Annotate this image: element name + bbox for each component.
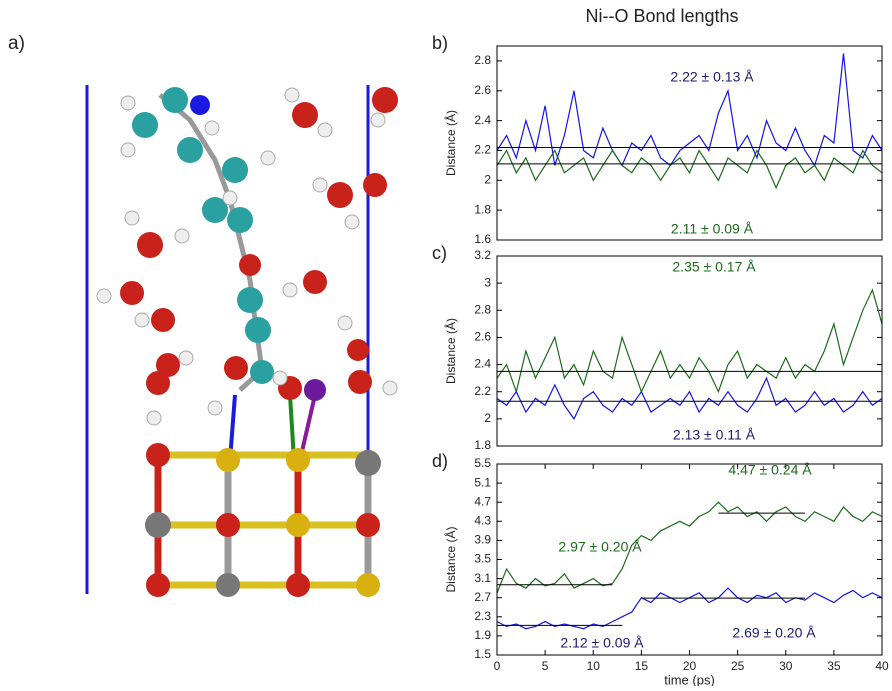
y-tick-label: 4.7	[474, 494, 491, 508]
annotation: 2.12 ± 0.09 Å	[560, 635, 644, 651]
x-tick-label: 10	[587, 659, 601, 673]
x-tick-label: 15	[635, 659, 649, 673]
x-tick-label: 25	[731, 659, 745, 673]
x-tick-label: 35	[827, 659, 841, 673]
y-tick-label: 3	[484, 275, 491, 289]
annotation: 2.11 ± 0.09 Å	[671, 221, 754, 237]
y-tick-label: 3.9	[474, 533, 491, 547]
y-tick-label: 2	[484, 172, 491, 186]
annotation: 2.97 ± 0.20 Å	[558, 539, 642, 555]
plot-frame	[496, 463, 883, 656]
x-tick-label: 40	[875, 659, 889, 673]
x-tick-label: 20	[683, 659, 697, 673]
y-tick-label: 4.3	[474, 513, 491, 527]
y-tick-label: 2.6	[474, 330, 491, 344]
annotation: 2.13 ± 0.11 Å	[673, 427, 756, 443]
y-axis-label: Distance (Å)	[443, 318, 458, 384]
y-tick-label: 2	[484, 411, 491, 425]
y-tick-label: 3.2	[474, 248, 491, 262]
x-axis-label: time (ps)	[664, 672, 715, 686]
x-tick-label: 5	[542, 659, 549, 673]
y-tick-label: 2.2	[474, 143, 491, 157]
panel-label: d)	[432, 451, 448, 471]
y-tick-label: 3.5	[474, 552, 491, 566]
y-tick-label: 2.8	[474, 302, 491, 316]
series-line	[496, 53, 883, 167]
annotation: 2.69 ± 0.20 Å	[732, 625, 816, 641]
y-tick-label: 2.4	[474, 113, 491, 127]
panel-label: a)	[8, 33, 25, 54]
y-tick-label: 5.1	[474, 475, 491, 489]
series-line	[496, 501, 883, 594]
y-axis-label: Distance (Å)	[443, 526, 458, 592]
x-tick-label: 30	[779, 659, 793, 673]
y-tick-label: 2.8	[474, 53, 491, 67]
y-tick-label: 1.6	[474, 232, 491, 246]
y-axis-label: Distance (Å)	[443, 110, 458, 176]
annotation: 2.35 ± 0.17 Å	[672, 259, 756, 275]
series-line	[496, 376, 883, 421]
annotation: 2.22 ± 0.13 Å	[670, 69, 754, 85]
plot-frame	[496, 45, 883, 241]
y-tick-label: 1.5	[474, 647, 491, 661]
series-line	[496, 149, 883, 190]
panel-label: c)	[432, 243, 447, 263]
y-tick-label: 2.4	[474, 357, 491, 371]
annotation: 4.47 ± 0.24 Å	[728, 462, 812, 478]
y-tick-label: 2.2	[474, 384, 491, 398]
plot-frame	[496, 255, 883, 447]
panel-label: b)	[432, 33, 448, 53]
y-tick-label: 5.5	[474, 456, 491, 470]
series-line	[496, 288, 883, 394]
y-tick-label: 1.8	[474, 438, 491, 452]
figure-title: Ni--O Bond lengths	[585, 6, 738, 26]
y-tick-label: 3.1	[474, 571, 491, 585]
y-tick-label: 2.7	[474, 590, 491, 604]
y-tick-label: 1.9	[474, 628, 491, 642]
molecular-render	[85, 85, 398, 597]
x-tick-label: 0	[494, 659, 501, 673]
y-tick-label: 2.6	[474, 83, 491, 97]
y-tick-label: 1.8	[474, 202, 491, 216]
atoms	[96, 87, 398, 597]
y-tick-label: 2.3	[474, 609, 491, 623]
